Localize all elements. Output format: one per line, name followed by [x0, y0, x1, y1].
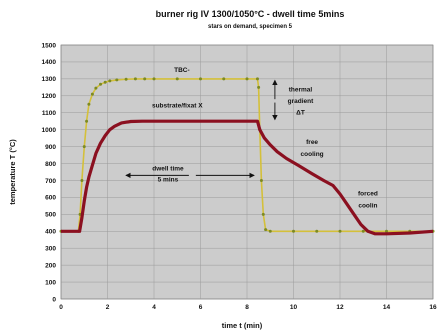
x-tick-label: 14 — [383, 304, 391, 311]
data-point — [222, 77, 226, 81]
x-tick-label: 6 — [199, 304, 203, 311]
y-tick-label: 500 — [45, 212, 56, 219]
data-point — [199, 77, 202, 81]
data-point — [259, 178, 263, 182]
series-layer — [59, 77, 435, 236]
series-tbc — [59, 77, 435, 233]
data-point — [94, 86, 98, 90]
y-axis-ticks: 0 100 200 300 400 500 600 700 800 900 1000 1100 1200… — [42, 42, 57, 303]
annotation-label: substrate/fixat X — [152, 103, 203, 110]
data-point — [87, 102, 91, 106]
annotation-label: free — [306, 139, 318, 146]
data-point — [85, 119, 89, 123]
annotation-label: ΔT — [296, 109, 305, 116]
data-point — [361, 229, 365, 233]
annotation-label: TBC- — [174, 67, 190, 74]
y-tick-label: 700 — [45, 178, 56, 185]
data-point — [255, 77, 259, 81]
data-point — [115, 78, 119, 82]
annotation-arrows — [125, 79, 278, 179]
y-tick-label: 800 — [45, 161, 56, 168]
series-line — [61, 119, 434, 236]
y-tick-label: 1200 — [42, 93, 57, 100]
data-point — [268, 229, 272, 233]
data-point — [80, 178, 84, 182]
data-point — [245, 77, 249, 81]
data-point — [90, 92, 94, 96]
data-point — [152, 77, 156, 81]
y-tick-label: 600 — [45, 195, 56, 202]
data-point — [99, 82, 103, 86]
chart-subtitle: stars on demand, specimen 5 — [208, 24, 293, 30]
data-point — [133, 77, 137, 81]
x-tick-label: 10 — [290, 304, 298, 311]
data-point — [292, 229, 295, 233]
x-axis-label: time t (min) — [222, 321, 263, 330]
annotation-label: forced — [358, 191, 378, 198]
annotation-label: 5 mins — [158, 176, 179, 183]
y-tick-label: 0 — [52, 296, 56, 303]
x-tick-label: 8 — [245, 304, 249, 311]
data-point — [82, 145, 86, 149]
data-point — [261, 212, 265, 216]
data-point — [103, 80, 107, 84]
data-point — [124, 77, 128, 81]
y-tick-label: 1000 — [42, 127, 57, 134]
y-tick-label: 1400 — [42, 59, 57, 66]
y-tick-label: 300 — [45, 246, 56, 253]
x-axis-ticks: 0 2 4 6 8 10 12 14 16 — [59, 304, 437, 311]
y-tick-label: 1300 — [42, 76, 57, 83]
series-substrate — [61, 119, 434, 236]
x-tick-label: 0 — [59, 304, 63, 311]
y-tick-label: 1100 — [42, 110, 56, 117]
y-tick-label: 900 — [45, 144, 56, 151]
data-point — [143, 77, 147, 81]
chart-title: burner rig IV 1300/1050°C - dwell time 5… — [156, 9, 345, 19]
y-axis-label: temperature T (°C) — [8, 139, 17, 205]
data-point — [175, 77, 179, 81]
data-point — [338, 229, 342, 233]
data-point — [257, 85, 261, 89]
data-point — [264, 228, 268, 232]
x-tick-label: 2 — [106, 304, 110, 311]
data-point — [385, 229, 388, 233]
x-tick-label: 4 — [152, 304, 156, 311]
annotation-label: cooling — [301, 151, 324, 158]
annotation-label: dwell time — [152, 165, 184, 172]
annotations: TBC-substrate/fixat X thermal gradient ΔT fr… — [152, 67, 378, 209]
x-tick-label: 16 — [429, 304, 437, 311]
data-point — [108, 79, 112, 83]
y-tick-label: 100 — [45, 279, 56, 286]
x-tick-label: 12 — [336, 304, 344, 311]
y-tick-label: 1500 — [42, 42, 57, 49]
data-point — [315, 229, 319, 233]
y-tick-label: 400 — [45, 229, 56, 236]
annotation-label: thermal — [289, 87, 313, 94]
y-tick-label: 200 — [45, 262, 56, 269]
annotation-label: coolin — [358, 203, 377, 210]
annotation-label: gradient — [288, 98, 314, 105]
